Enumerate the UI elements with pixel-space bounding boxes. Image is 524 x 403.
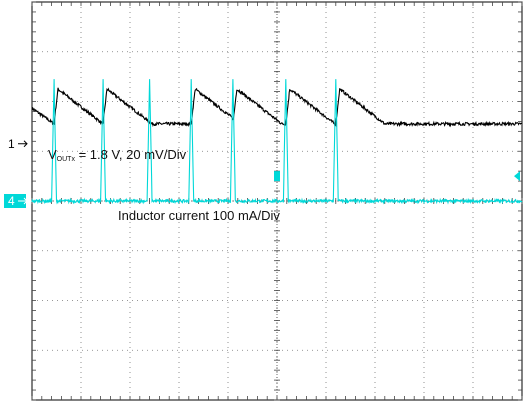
- inductor-current-label: Inductor current 100 mA/Div: [118, 208, 280, 223]
- ground-marker-label: 4: [8, 194, 15, 208]
- vout-label: VOUTx = 1.8 V, 20 mV/Div: [48, 148, 186, 163]
- channel-markers: 14: [4, 137, 520, 208]
- ground-marker-inductor: 4: [4, 194, 28, 208]
- ground-marker-arrow: [18, 197, 28, 205]
- vout-label-suffix: = 1.8 V, 20 mV/Div: [74, 147, 187, 162]
- ground-marker-vout: 1: [8, 137, 28, 151]
- trigger-level-marker: [514, 171, 520, 182]
- vout-trace: [31, 87, 523, 128]
- ground-marker-label: 1: [8, 137, 15, 151]
- ground-marker-bg: [4, 194, 26, 208]
- vout-label-prefix: V: [48, 147, 57, 162]
- vout-label-sub: OUTx: [56, 156, 75, 163]
- inductor-current-trace: [31, 79, 523, 205]
- trigger-marker: [274, 171, 280, 182]
- ground-marker-arrow: [18, 140, 28, 148]
